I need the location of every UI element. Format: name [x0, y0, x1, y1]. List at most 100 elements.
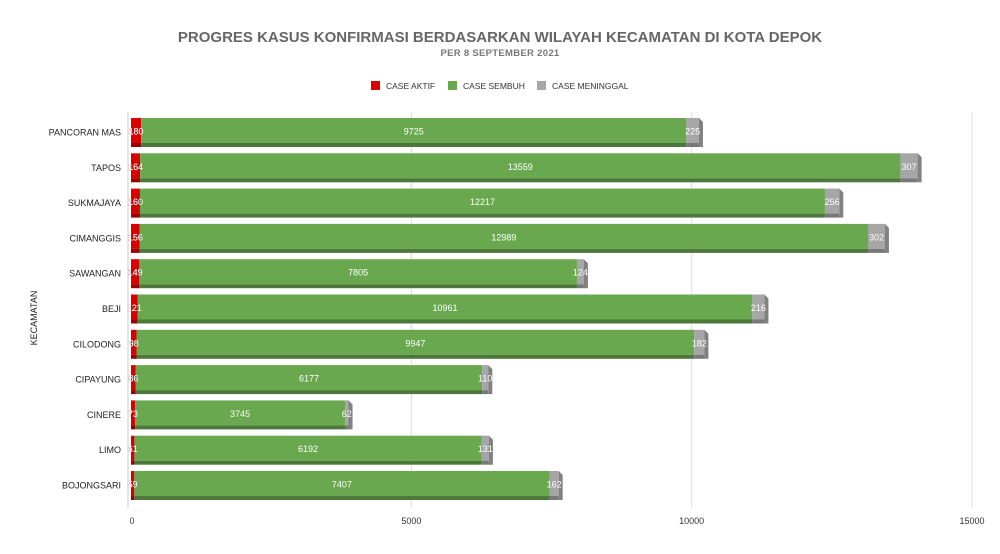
data-label-beji-case-meninggal: 216 [751, 303, 766, 313]
bar-face [136, 329, 695, 355]
data-label-sukmajaya-case-meninggal: 256 [825, 197, 840, 207]
bar-shade [136, 354, 695, 359]
bar-face [131, 153, 141, 179]
bar-end-face [884, 223, 889, 253]
data-label-tapos-case-sembuh: 13559 [508, 162, 533, 172]
bar-shade [752, 319, 765, 324]
bar-cipayung-case-sembuh [135, 365, 483, 395]
data-label-cinere-case-sembuh: 3745 [230, 409, 250, 419]
bar-cimanggis-case-sembuh [139, 223, 868, 253]
bar-cimanggis-case-aktif [131, 223, 140, 253]
bar-face [131, 400, 136, 426]
category-label-cimanggis: CIMANGGIS [69, 233, 121, 243]
bar-shade [131, 178, 141, 183]
bar-face [137, 294, 753, 320]
bar-shade [139, 213, 825, 218]
x-tick-label-10000: 10000 [679, 516, 704, 526]
bar-cipayung-case-meninggal [482, 365, 493, 395]
bar-cipayung-case-aktif [131, 365, 136, 395]
bar-shade [131, 284, 140, 289]
bar-bojongsari-case-aktif [131, 471, 135, 500]
bar-face [867, 223, 885, 249]
data-label-beji-case-sembuh: 10961 [433, 303, 458, 313]
bar-shade [137, 319, 753, 324]
bar-shade [135, 390, 483, 395]
bar-sawangan-case-sembuh [139, 259, 577, 289]
bar-end-face [558, 471, 563, 500]
bar-shade [824, 213, 840, 218]
category-label-cilodong: CILODONG [73, 339, 121, 349]
bar-face [549, 471, 559, 496]
category-label-cipayung: CIPAYUNG [75, 375, 121, 385]
bar-face [345, 400, 349, 426]
data-label-bojongsari-case-aktif: 59 [128, 480, 138, 490]
data-label-beji-case-aktif: 121 [127, 303, 142, 313]
bar-face [131, 329, 137, 355]
data-label-limo-case-sembuh: 6192 [298, 444, 318, 454]
category-label-sukmajaya: SUKMAJAYA [68, 198, 121, 208]
data-label-cipayung-case-aktif: 86 [128, 374, 138, 384]
bar-end-face [488, 365, 493, 395]
bar-shade [131, 390, 136, 395]
bar-end-face [348, 400, 353, 430]
bar-limo-case-sembuh [134, 435, 482, 465]
bar-shade [131, 496, 135, 500]
bar-pancoran-mas-case-meninggal [686, 118, 703, 147]
bar-end-face [917, 153, 922, 183]
bar-beji-case-sembuh [137, 294, 753, 324]
data-label-cimanggis-case-sembuh: 12989 [491, 232, 516, 242]
legend-label-case-aktif: CASE AKTIF [386, 81, 435, 91]
bar-face [140, 153, 901, 179]
data-label-limo-case-aktif: 61 [128, 444, 138, 454]
data-label-cilodong-case-aktif: 98 [129, 338, 139, 348]
legend-label-case-sembuh: CASE SEMBUH [463, 81, 525, 91]
bar-shade [140, 178, 901, 183]
data-label-cipayung-case-meninggal: 110 [478, 374, 492, 384]
bar-shade [135, 425, 346, 430]
legend-swatch-case-aktif [371, 81, 380, 90]
bar-face [139, 188, 825, 214]
bar-shade [131, 319, 138, 324]
bar-cilodong-case-aktif [131, 329, 137, 359]
bar-beji-case-aktif [131, 294, 138, 324]
x-axis-ticks: 0 5000 10000 15000 [129, 516, 984, 526]
bar-end-face [698, 118, 703, 147]
data-label-cimanggis-case-meninggal: 302 [869, 232, 884, 242]
bar-shade [131, 213, 140, 218]
bar-beji-case-meninggal [752, 294, 769, 324]
legend-swatch-case-sembuh [448, 81, 457, 90]
category-label-pancoran-mas: PANCORAN MAS [49, 128, 121, 138]
bar-face [576, 259, 584, 285]
bar-shade [345, 425, 349, 430]
bar-pancoran-mas-case-sembuh [141, 118, 687, 147]
bar-shade [482, 390, 489, 395]
category-label-cinere: CINERE [87, 410, 121, 420]
bar-end-face [704, 329, 709, 359]
bar-shade [131, 460, 135, 465]
bar-shade [900, 178, 918, 183]
bar-face [139, 259, 577, 285]
category-label-limo: LIMO [99, 445, 121, 455]
bar-shade [131, 425, 136, 430]
bar-sukmajaya-case-sembuh [139, 188, 825, 218]
category-label-sawangan: SAWANGAN [69, 269, 121, 279]
data-label-limo-case-meninggal: 131 [478, 444, 493, 454]
bar-cimanggis-case-meninggal [867, 223, 889, 253]
bar-sawangan-case-meninggal [576, 259, 588, 289]
data-label-tapos-case-meninggal: 307 [901, 162, 916, 172]
data-labels: 180 9725 225 164 13559 307 160 12217 256 156 12989… [127, 126, 917, 490]
bar-face [134, 471, 550, 496]
bar-end-face [488, 435, 493, 465]
bar-pancoran-mas-case-aktif [131, 118, 142, 147]
bar-face [694, 329, 705, 355]
data-label-cilodong-case-meninggal: 182 [692, 338, 707, 348]
legend-label-case-meninggal: CASE MENINGGAL [552, 81, 629, 91]
bar-face [824, 188, 840, 214]
bar-tapos-case-aktif [131, 153, 141, 183]
bar-cinere-case-sembuh [135, 400, 346, 430]
bar-shade [131, 248, 140, 253]
x-tick-label-15000: 15000 [959, 516, 984, 526]
bar-tapos-case-sembuh [140, 153, 901, 183]
bar-sawangan-case-aktif [131, 259, 140, 289]
